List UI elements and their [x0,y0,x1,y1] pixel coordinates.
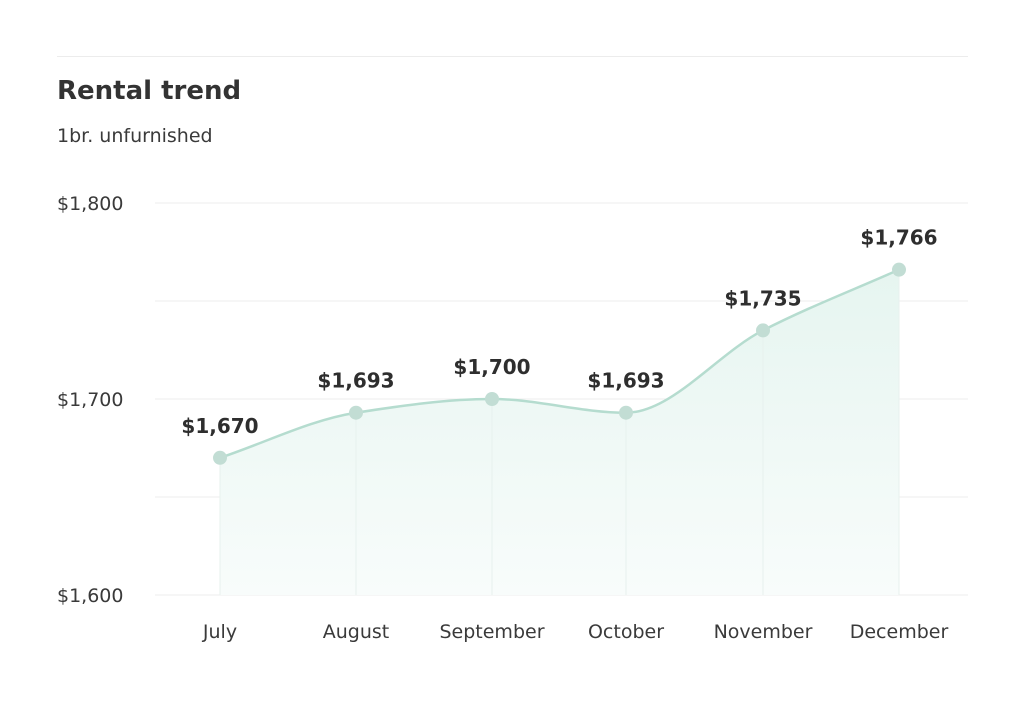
series-line [219,268,900,459]
data-label: $1,693 [317,369,394,393]
x-tick-label: November [714,621,813,643]
x-axis-ticks: July August September October November Decemb… [202,621,949,643]
data-label: $1,700 [453,355,530,379]
data-point [756,323,770,338]
y-axis-ticks: $1,800 $1,700 $1,600 [57,193,123,607]
x-tick-label: October [588,621,664,643]
x-tick-label: September [439,621,544,643]
x-tick-label: December [850,621,949,643]
data-points [213,262,906,465]
line-layer [219,268,900,459]
data-point [892,262,906,277]
data-point [213,450,227,465]
y-tick-label: $1,700 [57,389,123,411]
top-divider [57,56,968,57]
y-tick-label: $1,800 [57,193,123,215]
drop-lines [219,269,900,595]
data-point [485,392,499,406]
x-tick-label: July [202,621,237,643]
y-tick-label: $1,600 [57,585,123,607]
area-layer [220,269,899,595]
data-point [349,405,363,420]
chart-subtitle: 1br. unfurnished [57,125,213,147]
data-labels: $1,670 $1,693 $1,700 $1,693 $1,735 $1,766 [181,226,937,438]
data-label: $1,693 [587,369,664,393]
area-fill [220,269,899,595]
data-label: $1,670 [181,414,258,438]
chart-title: Rental trend [57,76,242,106]
data-label: $1,735 [724,286,801,310]
x-tick-label: August [323,621,390,643]
data-label: $1,766 [860,226,937,250]
data-point [619,405,633,420]
